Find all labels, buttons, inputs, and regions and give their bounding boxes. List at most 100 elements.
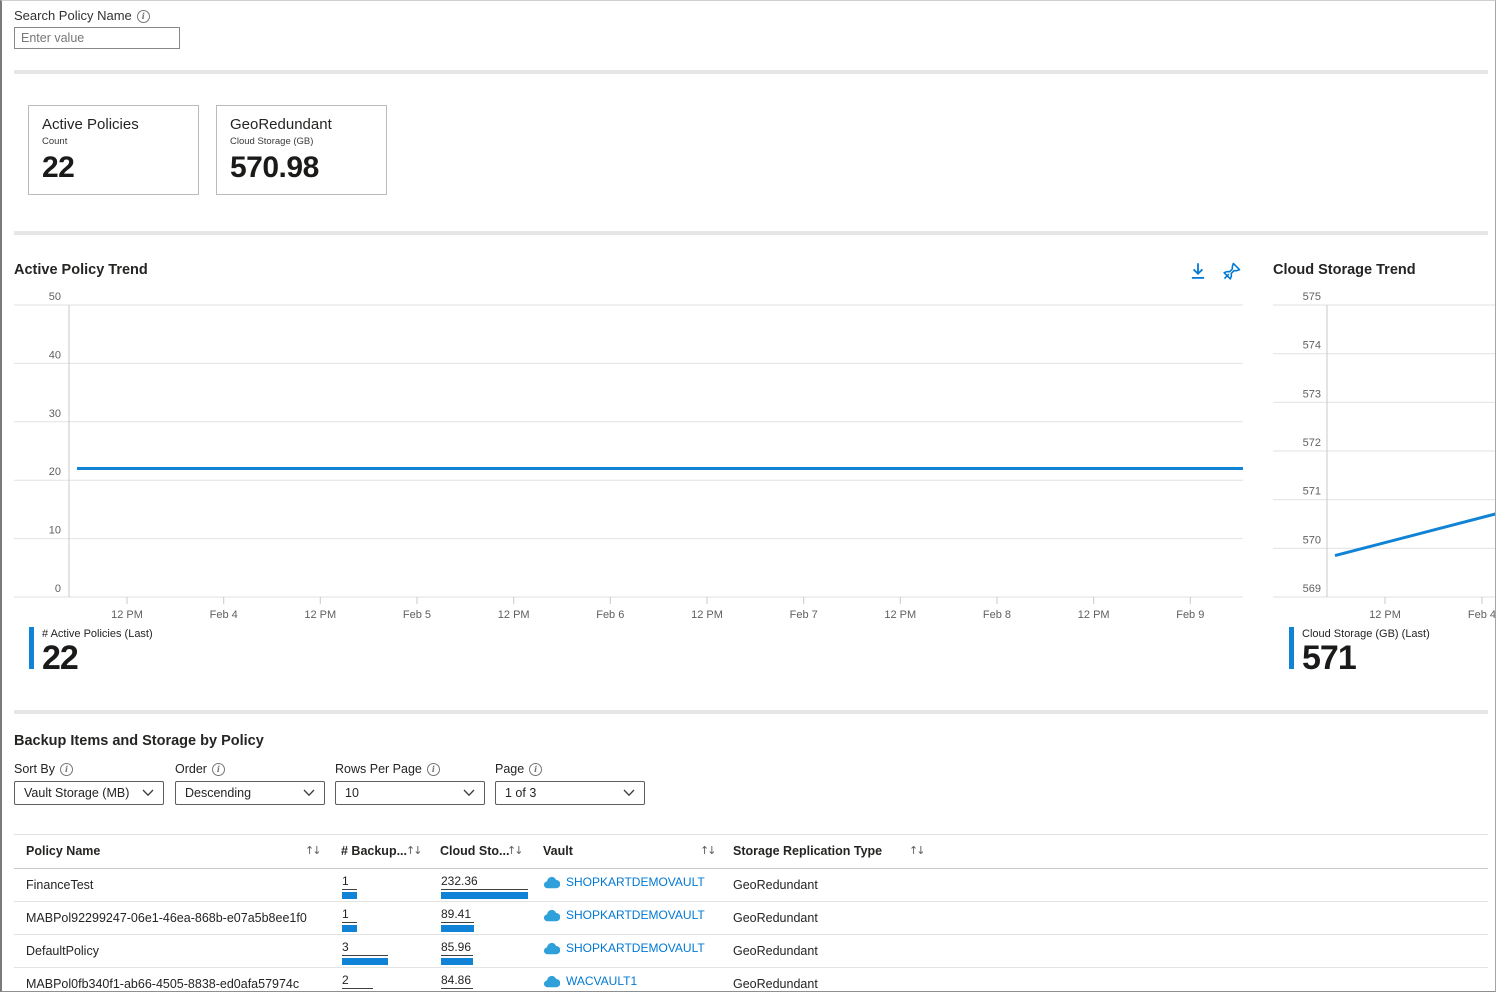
svg-text:10: 10: [49, 525, 61, 537]
svg-text:570: 570: [1303, 534, 1321, 546]
sort-up-down-icon[interactable]: ↑↓: [305, 844, 322, 857]
card-value: 570.98: [230, 151, 319, 184]
svg-text:0: 0: [55, 583, 61, 595]
replication-type-cell: GeoRedundant: [733, 944, 818, 958]
sort-by-dropdown[interactable]: Vault Storage (MB): [14, 781, 164, 805]
sort-up-down-icon[interactable]: ↑↓: [406, 844, 423, 857]
table-row: MABPol92299247-06e1-46ea-868b-e07a5b8ee1…: [14, 902, 1488, 935]
cloud-icon: [543, 975, 560, 987]
search-policy-name-label: Search Policy Name i: [14, 8, 150, 23]
cloud-icon: [543, 909, 560, 921]
cloud-icon: [543, 942, 560, 954]
sort-up-down-icon[interactable]: ↑↓: [700, 844, 717, 857]
search-input[interactable]: [14, 27, 180, 49]
info-icon[interactable]: i: [136, 10, 150, 23]
cloud-storage-cell: 232.36: [441, 874, 528, 899]
cloud-storage-cell: 89.41: [441, 907, 474, 932]
backup-items-cell: 1: [342, 874, 357, 899]
info-icon[interactable]: i: [529, 763, 543, 776]
divider: [14, 70, 1488, 74]
svg-text:Feb 8: Feb 8: [983, 609, 1011, 621]
download-icon[interactable]: [1188, 261, 1208, 281]
page-label: Page i: [495, 762, 543, 776]
svg-text:50: 50: [49, 291, 61, 303]
replication-type-cell: GeoRedundant: [733, 878, 818, 892]
chart-title: Active Policy Trend: [14, 262, 148, 278]
data-bar: [441, 958, 473, 965]
svg-text:12 PM: 12 PM: [304, 609, 336, 621]
vault-link[interactable]: SHOPKARTDEMOVAULT: [543, 941, 705, 955]
page-dropdown[interactable]: 1 of 3: [495, 781, 645, 805]
data-bar: [441, 892, 528, 899]
svg-text:12 PM: 12 PM: [691, 609, 723, 621]
table-row: MABPol0fb340f1-ab66-4505-8838-ed0afa5797…: [14, 968, 1488, 991]
chart-title: Cloud Storage Trend: [1273, 262, 1416, 278]
pin-icon[interactable]: [1222, 261, 1242, 281]
svg-text:12 PM: 12 PM: [1078, 609, 1110, 621]
svg-text:12 PM: 12 PM: [498, 609, 530, 621]
legend-color-bar: [1289, 627, 1294, 669]
column-header-vault[interactable]: Vault: [543, 844, 573, 858]
card-subtitle: Cloud Storage (GB): [230, 136, 314, 147]
chart-legend: Cloud Storage (GB) (Last) 571: [1289, 627, 1430, 677]
replication-type-cell: GeoRedundant: [733, 977, 818, 991]
svg-text:572: 572: [1303, 437, 1321, 449]
svg-text:12 PM: 12 PM: [111, 609, 143, 621]
divider: [14, 231, 1488, 235]
column-header-policy-name[interactable]: Policy Name: [26, 844, 101, 858]
legend-label: # Active Policies (Last): [42, 628, 153, 640]
svg-text:573: 573: [1303, 388, 1321, 400]
info-icon[interactable]: i: [211, 763, 225, 776]
policy-name-cell: MABPol0fb340f1-ab66-4505-8838-ed0afa5797…: [26, 977, 300, 991]
divider: [14, 710, 1488, 714]
section-title: Backup Items and Storage by Policy: [14, 733, 264, 749]
vault-link[interactable]: SHOPKARTDEMOVAULT: [543, 908, 705, 922]
info-icon[interactable]: i: [426, 763, 440, 776]
replication-type-cell: GeoRedundant: [733, 911, 818, 925]
svg-text:569: 569: [1303, 583, 1321, 595]
policy-name-cell: MABPol92299247-06e1-46ea-868b-e07a5b8ee1…: [26, 911, 307, 925]
card-subtitle: Count: [42, 136, 68, 147]
sort-up-down-icon[interactable]: ↑↓: [507, 844, 524, 857]
legend-last-value: 571: [1302, 639, 1357, 677]
chevron-down-icon: [303, 789, 315, 797]
chevron-down-icon: [142, 789, 154, 797]
rows-per-page-label: Rows Per Page i: [335, 762, 440, 776]
active-policy-trend-chart: Active Policy Trend 0 10 20 30 40 50 12 PM Feb …: [2, 256, 1257, 701]
column-header-cloud-storage[interactable]: Cloud Sto...: [440, 844, 510, 858]
rows-per-page-dropdown[interactable]: 10: [335, 781, 485, 805]
chart-toolbar: [1188, 261, 1242, 281]
column-header-backup-items[interactable]: # Backup...: [341, 844, 407, 858]
policy-name-cell: DefaultPolicy: [26, 944, 99, 958]
vault-link[interactable]: SHOPKARTDEMOVAULT: [543, 875, 705, 889]
svg-text:40: 40: [49, 349, 61, 361]
sort-by-label: Sort By i: [14, 762, 73, 776]
svg-text:Feb 9: Feb 9: [1176, 609, 1204, 621]
info-icon[interactable]: i: [60, 763, 73, 776]
data-bar: [342, 958, 388, 965]
vault-link[interactable]: WACVAULT1: [543, 974, 637, 988]
svg-text:Feb 4: Feb 4: [1468, 609, 1496, 621]
svg-text:20: 20: [49, 466, 61, 478]
active-policies-card: Active Policies Count 22: [28, 105, 199, 195]
cloud-storage-cell: 84.86: [441, 973, 473, 991]
column-header-replication-type[interactable]: Storage Replication Type: [733, 844, 883, 858]
order-dropdown[interactable]: Descending: [175, 781, 325, 805]
svg-text:Feb 4: Feb 4: [210, 609, 238, 621]
legend-last-value: 22: [42, 639, 79, 677]
legend-label: Cloud Storage (GB) (Last): [1302, 628, 1430, 640]
card-title: Active Policies: [42, 116, 139, 133]
order-label: Order i: [175, 762, 225, 776]
card-value: 22: [42, 151, 75, 184]
line-plot: 569 570 571 572 573 574 575 12 PM Feb 4: [1273, 291, 1496, 621]
svg-text:Feb 7: Feb 7: [790, 609, 818, 621]
table-row: FinanceTest 1 232.36 SHOPKARTDEMOVAULT GeoRe…: [14, 869, 1488, 902]
table-header: Policy Name ↑↓ # Backup... ↑↓ Cloud Sto.…: [14, 834, 1488, 869]
search-policy-name-text: Search Policy Name: [14, 8, 132, 23]
card-title: GeoRedundant: [230, 116, 332, 133]
sort-up-down-icon[interactable]: ↑↓: [909, 844, 926, 857]
svg-text:Feb 5: Feb 5: [403, 609, 431, 621]
svg-text:12 PM: 12 PM: [1369, 609, 1401, 621]
data-bar: [342, 925, 357, 932]
